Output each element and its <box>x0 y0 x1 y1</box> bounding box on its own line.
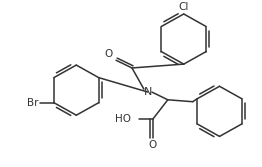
Text: Cl: Cl <box>178 2 189 12</box>
Text: HO: HO <box>115 114 131 124</box>
Text: N: N <box>144 87 152 97</box>
Text: Br: Br <box>28 98 39 108</box>
Text: O: O <box>105 49 113 59</box>
Text: O: O <box>149 140 157 150</box>
